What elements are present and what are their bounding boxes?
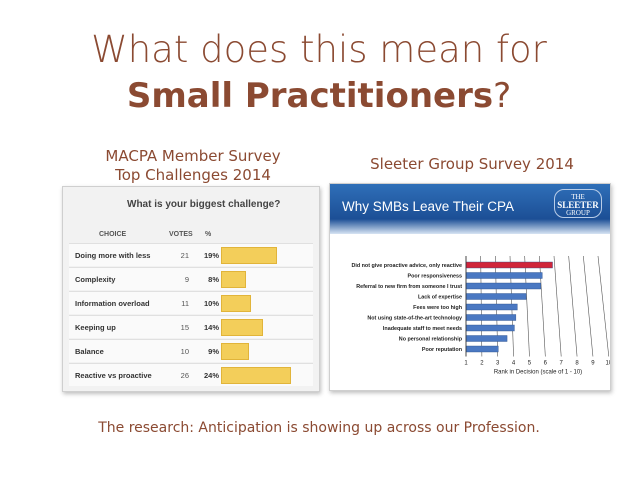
caption-macpa: MACPA Member Survey Top Challenges 2014 [88, 147, 298, 185]
poll-bar [221, 295, 251, 312]
chart-bar [465, 324, 515, 332]
macpa-poll-panel: What is your biggest challenge? CHOICE V… [62, 186, 320, 392]
chart-bar [465, 345, 499, 353]
chart-bar [465, 314, 517, 321]
header-percent: % [205, 231, 212, 238]
poll-question: What is your biggest challenge? [127, 199, 281, 210]
poll-row: Doing more with less 21 19% [69, 243, 313, 266]
category-label: Fees were too high [413, 305, 462, 311]
slide-title-punct: ? [493, 76, 512, 116]
chart-bar [465, 303, 518, 311]
category-label: Inadequate staff to meet needs [383, 326, 462, 332]
x-tick-label: 6 [544, 361, 548, 367]
poll-votes: 9 [184, 275, 189, 284]
poll-votes: 10 [180, 347, 189, 356]
header-votes: VOTES [169, 231, 193, 238]
x-tick-label: 4 [512, 361, 516, 367]
x-tick-label: 3 [496, 361, 500, 367]
caption-sleeter: Sleeter Group Survey 2014 [370, 155, 574, 173]
poll-choice-label: Information overload [75, 299, 150, 308]
chart-bar [465, 335, 508, 342]
sleeter-logo: THE SLEETER GROUP [554, 189, 602, 218]
poll-votes: 26 [180, 371, 189, 380]
category-label: No personal relationship [399, 337, 463, 343]
sleeter-bar-chart: Did not give proactive advice, only reac… [351, 255, 610, 376]
gridline [583, 255, 594, 357]
poll-bar [221, 319, 263, 336]
poll-choice-label: Complexity [75, 275, 116, 284]
gridline [553, 255, 562, 357]
logo-sub-text: GROUP [566, 209, 590, 217]
chart-bar [465, 293, 527, 300]
gridline [597, 255, 610, 357]
poll-bar [221, 343, 249, 360]
logo-small-text: THE [571, 193, 585, 201]
poll-choice-label: Balance [75, 347, 104, 356]
x-tick-label: 5 [528, 361, 532, 367]
poll-votes: 15 [180, 323, 189, 332]
x-tick-label: 7 [560, 361, 564, 367]
slide-title-line1: What does this mean for [91, 28, 547, 71]
x-tick-label: 8 [575, 361, 579, 367]
x-tick-label: 2 [480, 361, 484, 367]
x-tick-label: 9 [591, 361, 595, 367]
poll-votes: 21 [180, 251, 189, 260]
category-label: Lack of expertise [418, 295, 462, 301]
poll-row: Reactive vs proactive 26 24% [69, 363, 313, 386]
chart-bar [465, 261, 553, 269]
caption-macpa-line1: MACPA Member Survey [105, 147, 281, 165]
poll-bar [221, 367, 291, 384]
chart-title: Why SMBs Leave Their CPA [342, 199, 515, 214]
poll-votes: 11 [181, 299, 189, 308]
poll-choice-label: Reactive vs proactive [75, 371, 152, 380]
category-label: Poor responsiveness [407, 274, 462, 280]
category-label: Referral to new firm from someone I trus… [356, 284, 462, 290]
gridline [539, 255, 546, 357]
x-tick-label: 10 [605, 361, 610, 367]
poll-choice-label: Doing more with less [75, 251, 151, 260]
poll-percent: 10% [203, 299, 219, 308]
poll-bar [221, 247, 277, 264]
gridline [568, 255, 578, 357]
gridline [524, 255, 530, 357]
poll-percent: 9% [208, 347, 219, 356]
chart-bar [465, 282, 542, 290]
x-tick-label: 1 [464, 361, 468, 367]
poll-percent: 14% [203, 323, 219, 332]
caption-macpa-line2: Top Challenges 2014 [115, 166, 271, 184]
category-label: Not using state-of-the-art technology [367, 316, 462, 322]
poll-row: Keeping up 15 14% [69, 315, 313, 338]
header-choice: CHOICE [99, 231, 127, 238]
category-label: Poor reputation [422, 347, 462, 353]
poll-row: Complexity 9 8% [69, 267, 313, 290]
x-axis-label: Rank in Decision (scale of 1 - 10) [494, 370, 582, 376]
slide-title-bold: Small Practitioners [126, 76, 494, 116]
poll-percent: 8% [208, 275, 219, 284]
footer-text: The research: Anticipation is showing up… [98, 420, 540, 436]
slide-title-line2: Small Practitioners? [0, 76, 638, 116]
poll-row: Information overload 11 10% [69, 291, 313, 314]
poll-row: Balance 10 9% [69, 339, 313, 362]
logo-main-text: SLEETER [557, 200, 599, 210]
poll-choice-label: Keeping up [75, 323, 116, 332]
poll-percent: 24% [203, 371, 219, 380]
poll-percent: 19% [203, 251, 219, 260]
poll-bar [221, 271, 246, 288]
sleeter-chart-panel: Why SMBs Leave Their CPA THE SLEETER GROUP… [329, 183, 611, 391]
chart-bar [465, 272, 543, 279]
category-label: Did not give proactive advice, only reac… [351, 263, 462, 269]
